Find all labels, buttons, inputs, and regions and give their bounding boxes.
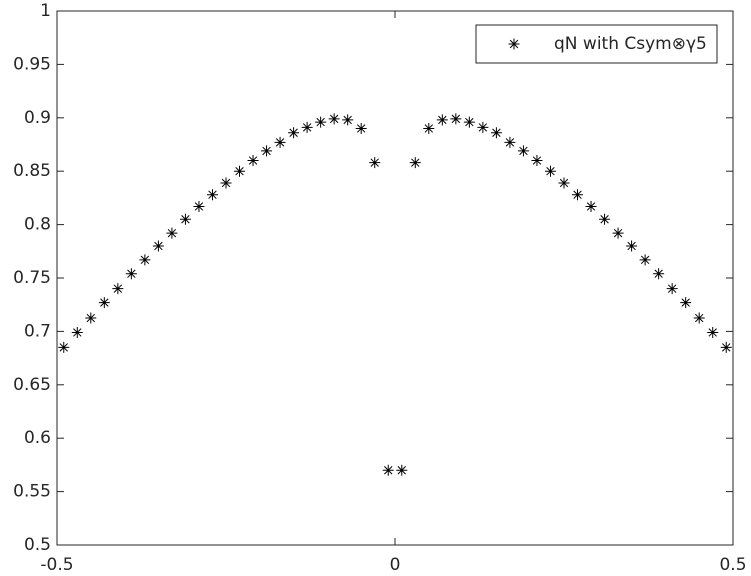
marker — [315, 116, 327, 128]
marker — [639, 254, 651, 266]
y-tick-label: 0.65 — [13, 375, 51, 395]
y-tick-label: 0.9 — [24, 108, 51, 128]
marker — [193, 200, 205, 212]
marker — [112, 283, 124, 295]
y-tick-label: 0.95 — [13, 54, 51, 74]
marker — [707, 326, 719, 338]
marker — [490, 127, 502, 139]
y-tick-label: 0.55 — [13, 482, 51, 502]
marker — [234, 165, 246, 177]
marker — [166, 227, 178, 239]
marker — [152, 240, 164, 252]
marker — [653, 268, 665, 280]
y-tick-label: 0.7 — [24, 321, 51, 341]
x-tick-label: 0.5 — [719, 555, 746, 575]
marker — [680, 297, 692, 309]
marker — [612, 227, 624, 239]
marker — [274, 136, 286, 148]
marker — [666, 283, 678, 295]
marker — [450, 113, 462, 125]
marker — [355, 122, 367, 134]
marker — [328, 113, 340, 125]
marker — [301, 121, 313, 133]
legend-marker — [508, 38, 520, 50]
marker — [720, 341, 732, 353]
y-tick-label: 0.8 — [24, 215, 51, 235]
marker — [558, 177, 570, 189]
marker — [463, 116, 475, 128]
marker — [477, 121, 489, 133]
y-tick-label: 0.5 — [24, 535, 51, 555]
y-tick-label: 0.6 — [24, 428, 51, 448]
marker — [71, 326, 83, 338]
marker — [572, 189, 584, 201]
marker — [693, 312, 705, 324]
marker — [504, 136, 516, 148]
x-tick-label: -0.5 — [40, 555, 73, 575]
marker — [382, 464, 394, 476]
y-tick-label: 0.75 — [13, 268, 51, 288]
legend-label: qN with Csym⊗γ5 — [554, 34, 707, 54]
marker — [531, 155, 543, 167]
marker — [409, 157, 421, 169]
marker — [261, 145, 273, 157]
marker — [206, 189, 218, 201]
y-tick-label: 0.85 — [13, 161, 51, 181]
x-tick-label: 0 — [390, 555, 401, 575]
marker — [139, 254, 151, 266]
marker — [599, 213, 611, 225]
marker — [125, 268, 137, 280]
marker — [58, 341, 70, 353]
marker — [423, 122, 435, 134]
marker — [585, 200, 597, 212]
marker — [342, 114, 354, 126]
marker — [220, 177, 232, 189]
marker — [369, 157, 381, 169]
marker — [288, 127, 300, 139]
marker — [544, 165, 556, 177]
marker — [517, 145, 529, 157]
marker — [179, 213, 191, 225]
marker — [85, 312, 97, 324]
marker — [247, 155, 259, 167]
marker — [626, 240, 638, 252]
marker — [436, 114, 448, 126]
plot-area — [56, 10, 734, 546]
marker — [98, 297, 110, 309]
y-tick-label: 1 — [40, 1, 51, 21]
marker — [396, 464, 408, 476]
